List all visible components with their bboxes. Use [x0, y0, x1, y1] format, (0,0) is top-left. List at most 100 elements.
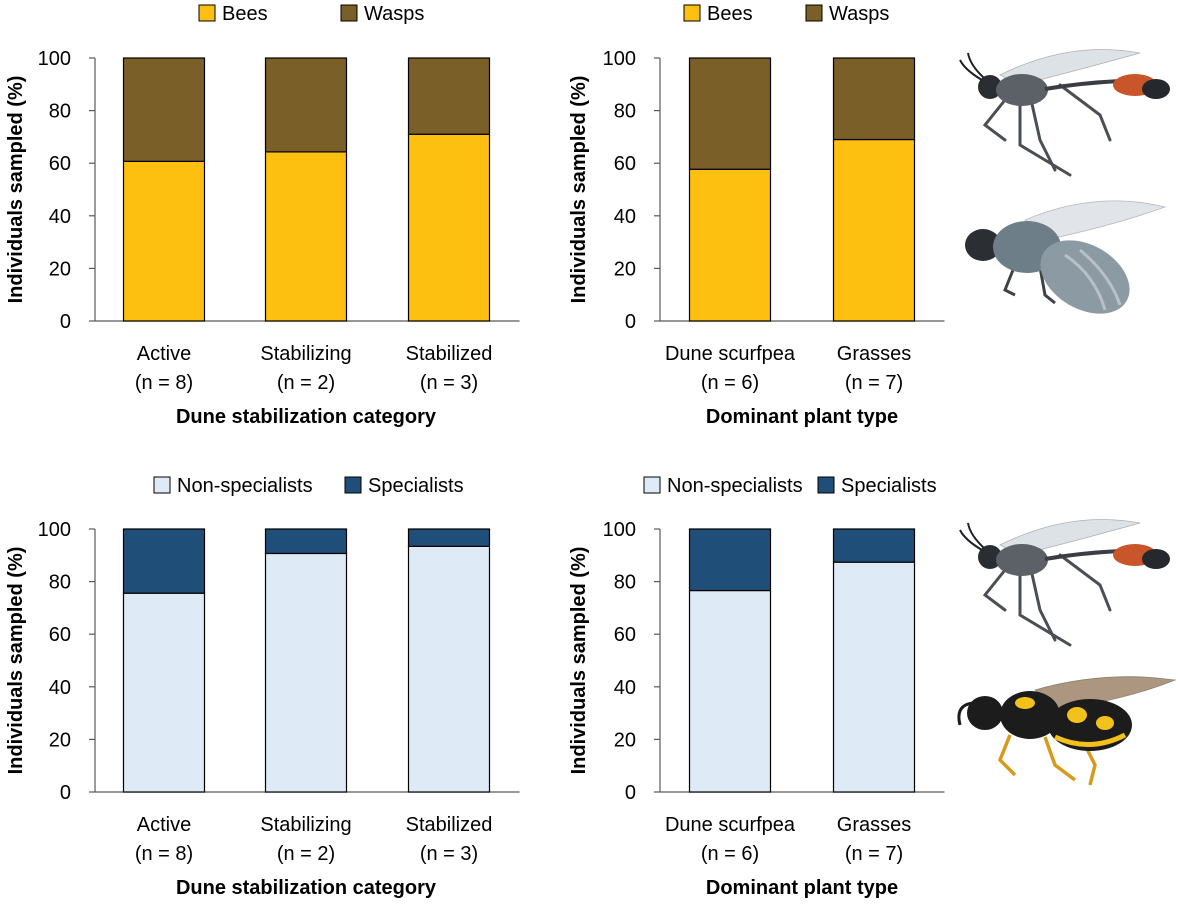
category-count-label: (n = 7)	[845, 372, 903, 394]
y-tick-label: 100	[38, 48, 71, 70]
bar-non-specialists-1	[264, 552, 348, 793]
petiole	[1044, 549, 1121, 561]
abdomen-bands	[1064, 248, 1122, 311]
y-tick-label: 80	[614, 101, 636, 123]
legend: Non-specialists Specialists	[153, 475, 464, 497]
y-tick-label: 80	[49, 101, 71, 123]
legend: Non-specialists Specialists	[643, 475, 937, 497]
category-label: Grasses	[837, 814, 911, 836]
category-count-label: (n = 8)	[135, 843, 193, 865]
legs	[982, 83, 1112, 177]
y-tick-label: 100	[603, 519, 636, 541]
antennae	[959, 522, 985, 551]
legend-label: Wasps	[829, 3, 889, 25]
thorax	[996, 74, 1048, 106]
gaster-tip	[1142, 549, 1170, 569]
wasp-icon	[959, 49, 1170, 177]
category-label: Stabilizing	[260, 814, 351, 836]
abdomen-band	[1053, 732, 1127, 748]
y-axis-title: Individuals sampled (%)	[5, 547, 27, 775]
gaster-tip	[1142, 79, 1170, 99]
category-count-label: (n = 7)	[845, 843, 903, 865]
y-tick-label: 20	[614, 729, 636, 751]
bar-specialists-0	[122, 528, 206, 594]
legend-swatch	[344, 476, 362, 494]
y-tick-label: 40	[614, 206, 636, 228]
bar-bees-2	[407, 133, 491, 322]
chart-top-right: 0 20 40 60 80 100 Individuals sampled (%) Dune …	[568, 3, 945, 428]
legend-label: Specialists	[841, 475, 937, 497]
bee-icon	[965, 200, 1167, 314]
x-axis-title: Dominant plant type	[706, 877, 898, 899]
y-tick-label: 20	[49, 729, 71, 751]
y-tick-label: 0	[625, 311, 636, 333]
category-count-label: (n = 3)	[420, 843, 478, 865]
bar-wasps-1	[832, 57, 916, 141]
legend-label: Wasps	[364, 3, 424, 25]
wing	[999, 519, 1141, 556]
y-tick-label: 100	[603, 48, 636, 70]
legend-swatch	[153, 476, 171, 494]
legend-swatch	[198, 4, 216, 22]
legs	[982, 553, 1112, 647]
category-count-label: (n = 8)	[135, 372, 193, 394]
legend-swatch	[805, 4, 823, 22]
y-tick-label: 20	[614, 258, 636, 280]
x-axis-title: Dune stabilization category	[176, 406, 437, 428]
y-axis-title: Individuals sampled (%)	[568, 547, 590, 775]
abdomen	[1040, 240, 1130, 314]
thorax	[996, 544, 1048, 576]
bar-non-specialists-1	[832, 561, 916, 793]
wing	[1024, 200, 1167, 241]
bar-non-specialists-2	[407, 545, 491, 793]
legend-label: Bees	[222, 3, 268, 25]
abdomen-spot	[1096, 716, 1114, 730]
y-tick-label: 60	[614, 624, 636, 646]
wasp-icon	[959, 519, 1170, 647]
bar-wasps-0	[688, 57, 772, 170]
bar-bees-1	[264, 151, 348, 322]
legend-swatch	[817, 476, 835, 494]
category-label: Stabilized	[406, 814, 493, 836]
y-tick-label: 40	[49, 206, 71, 228]
legend-label: Non-specialists	[177, 475, 313, 497]
x-axis-title: Dune stabilization category	[176, 877, 437, 899]
head	[978, 545, 1002, 569]
y-tick-label: 60	[49, 153, 71, 175]
category-label: Dune scurfpea	[665, 814, 796, 836]
legend-label: Bees	[707, 3, 753, 25]
category-count-label: (n = 6)	[701, 843, 759, 865]
bar-specialists-2	[407, 528, 491, 547]
category-label: Stabilizing	[260, 343, 351, 365]
y-tick-label: 80	[614, 572, 636, 594]
bar-specialists-0	[688, 528, 772, 592]
y-axis-title: Individuals sampled (%)	[568, 76, 590, 304]
thorax-spot	[1015, 697, 1035, 709]
legend: Bees Wasps	[683, 3, 889, 25]
bar-specialists-1	[832, 528, 916, 563]
head	[967, 696, 1003, 730]
y-tick-label: 40	[49, 677, 71, 699]
legend-swatch	[683, 4, 701, 22]
abdomen-spot	[1067, 707, 1087, 723]
category-label: Active	[137, 343, 191, 365]
bar-wasps-0	[122, 57, 206, 162]
insect-photos-layer	[957, 49, 1177, 786]
y-tick-label: 40	[614, 677, 636, 699]
head	[965, 229, 1001, 261]
charts-layer: 0 20 40 60 80 100 Individuals sampled (%) Activ…	[5, 3, 945, 899]
category-label: Grasses	[837, 343, 911, 365]
x-axis-title: Dominant plant type	[706, 406, 898, 428]
category-label: Active	[137, 814, 191, 836]
bar-wasps-2	[407, 57, 491, 135]
category-count-label: (n = 3)	[420, 372, 478, 394]
wasp-icon	[957, 676, 1177, 786]
y-tick-label: 0	[60, 782, 71, 804]
legend-label: Non-specialists	[667, 475, 803, 497]
legend: Bees Wasps	[198, 3, 424, 25]
antennae	[957, 701, 974, 726]
legend-label: Specialists	[368, 475, 464, 497]
chart-top-left: 0 20 40 60 80 100 Individuals sampled (%) Activ…	[5, 3, 520, 428]
chart-bottom-left: 0 20 40 60 80 100 Individuals sampled (%) Activ…	[5, 475, 520, 899]
